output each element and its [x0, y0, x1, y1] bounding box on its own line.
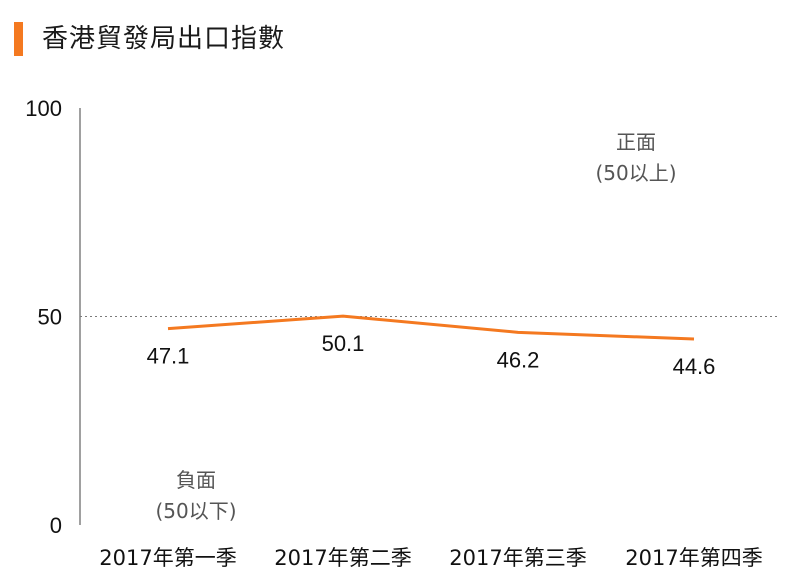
data-label: 44.6	[673, 354, 716, 379]
x-tick-label: 2017年第一季	[99, 546, 236, 570]
y-tick-label: 0	[50, 513, 62, 538]
data-label: 46.2	[497, 347, 540, 372]
negative-annotation-line1: 負面	[176, 468, 216, 492]
chart-title: 香港貿發局出口指數	[42, 24, 286, 54]
y-tick-label: 100	[25, 96, 62, 121]
positive-annotation-line2: (50以上)	[595, 161, 676, 185]
data-label: 47.1	[147, 344, 190, 369]
x-tick-label: 2017年第三季	[449, 546, 586, 570]
y-tick-label: 50	[38, 305, 62, 330]
series-line	[167, 314, 695, 341]
x-tick-label: 2017年第二季	[274, 546, 411, 570]
negative-annotation-line2: (50以下)	[155, 499, 236, 523]
data-label: 50.1	[322, 331, 365, 356]
title-accent-bar	[14, 22, 23, 56]
x-tick-labels: 2017年第一季 2017年第二季 2017年第三季 2017年第四季	[99, 546, 762, 570]
y-tick-labels: 0 50 100	[25, 96, 62, 538]
positive-annotation-line1: 正面	[616, 130, 656, 154]
data-labels: 47.1 50.1 46.2 44.6	[147, 331, 716, 379]
x-tick-label: 2017年第四季	[625, 546, 762, 570]
